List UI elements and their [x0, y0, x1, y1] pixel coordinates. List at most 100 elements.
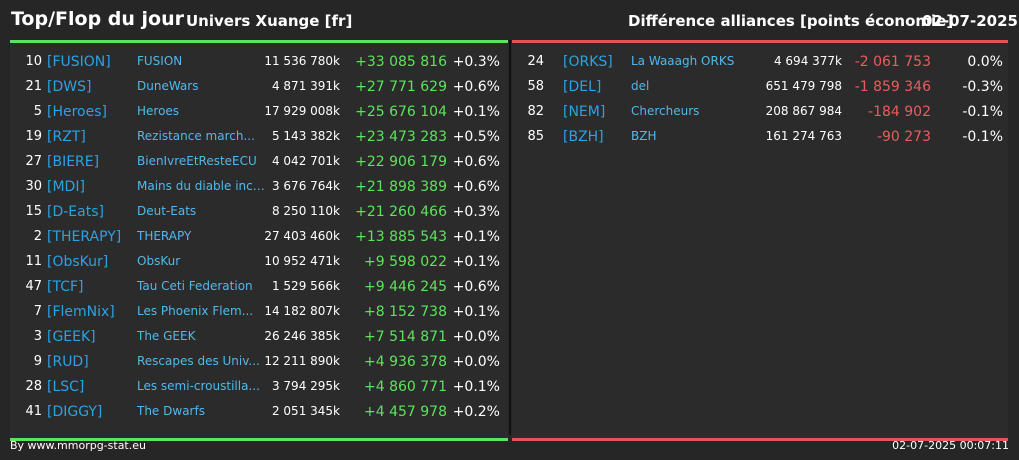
flop-row: 85 [BZH] BZH 161 274 763 -90 273 -0.1% — [512, 125, 1008, 150]
percent-change: +0.0% — [452, 329, 500, 345]
points-difference: +33 085 816 — [355, 54, 447, 70]
points-difference: +25 676 104 — [355, 104, 447, 120]
alliance-tag-link[interactable]: [ObsKur] — [47, 254, 109, 270]
points-difference: +4 457 978 — [364, 404, 447, 420]
points-difference: +21 260 466 — [355, 204, 447, 220]
points-difference: +4 860 771 — [364, 379, 447, 395]
alliance-points: 4 042 701k — [271, 154, 340, 168]
alliance-tag-link[interactable]: [D-Eats] — [47, 204, 104, 220]
top-row: 21 [DWS] DuneWars 4 871 391k +27 771 629 +0.6… — [10, 75, 508, 100]
alliance-tag-link[interactable]: [GEEK] — [47, 329, 96, 345]
alliance-tag-link[interactable]: [THERAPY] — [47, 229, 122, 245]
alliance-points: 4 871 391k — [271, 79, 340, 93]
alliance-rank: 19 — [25, 129, 42, 144]
percent-change: +0.1% — [452, 104, 500, 120]
universe-label: Univers Xuange [fr] — [186, 12, 353, 30]
alliance-tag-link[interactable]: [DWS] — [47, 79, 92, 95]
alliance-tag-link[interactable]: [DEL] — [563, 79, 602, 95]
alliance-rank: 9 — [33, 354, 42, 369]
top-row: 15 [D-Eats] Deut-Eats 8 250 110k +21 260 466… — [10, 200, 508, 225]
percent-change: +0.1% — [452, 229, 500, 245]
top-row: 3 [GEEK] The GEEK 26 246 385k +7 514 871 +0.0… — [10, 325, 508, 350]
percent-change: +0.6% — [452, 79, 500, 95]
alliance-points: 651 479 798 — [765, 79, 842, 93]
panel-divider — [509, 40, 511, 435]
alliance-rank: 7 — [33, 304, 42, 319]
alliance-rank: 24 — [527, 54, 544, 69]
alliance-points: 208 867 984 — [765, 104, 842, 118]
percent-change: 0.0% — [967, 54, 1003, 70]
points-difference: +8 152 738 — [364, 304, 447, 320]
top-row: 9 [RUD] Rescapes des Univ... 12 211 890k +4 … — [10, 350, 508, 375]
alliance-tag-link[interactable]: [DIGGY] — [47, 404, 103, 420]
percent-change: +0.6% — [452, 154, 500, 170]
alliance-tag-link[interactable]: [RUD] — [47, 354, 89, 370]
points-difference: +9 446 245 — [364, 279, 447, 295]
alliance-points: 5 143 382k — [271, 129, 340, 143]
alliance-tag-link[interactable]: [Heroes] — [47, 104, 107, 120]
alliance-rank: 5 — [33, 104, 42, 119]
alliance-tag-link[interactable]: [FUSION] — [47, 54, 111, 70]
alliance-tag-link[interactable]: [NEM] — [563, 104, 606, 120]
points-difference: -1 859 346 — [854, 79, 931, 95]
percent-change: +0.1% — [452, 254, 500, 270]
points-difference: +23 473 283 — [355, 129, 447, 145]
alliance-rank: 47 — [25, 279, 42, 294]
alliance-tag-link[interactable]: [TCF] — [47, 279, 84, 295]
percent-change: +0.6% — [452, 179, 500, 195]
alliance-points: 17 929 008k — [264, 104, 340, 118]
top-row: 30 [MDI] Mains du diable inco... 3 676 764k… — [10, 175, 508, 200]
alliance-rank: 82 — [527, 104, 544, 119]
top-row: 47 [TCF] Tau Ceti Federation 1 529 566k +9 4… — [10, 275, 508, 300]
top-row: 11 [ObsKur] ObsKur 10 952 471k +9 598 022 +0.… — [10, 250, 508, 275]
alliance-tag-link[interactable]: [ORKS] — [563, 54, 613, 70]
alliance-tag-link[interactable]: [MDI] — [47, 179, 85, 195]
alliance-rank: 85 — [527, 129, 544, 144]
points-difference: +7 514 871 — [364, 329, 447, 345]
source-credit: By www.mmorpg-stat.eu — [10, 439, 146, 452]
points-difference: +4 936 378 — [364, 354, 447, 370]
points-difference: +13 885 543 — [355, 229, 447, 245]
alliance-rank: 41 — [25, 404, 42, 419]
top-row: 28 [LSC] Les semi-croustilla... 3 794 295k +… — [10, 375, 508, 400]
top-row: 10 [FUSION] FUSION 11 536 780k +33 085 816 +0… — [10, 50, 508, 75]
alliance-points: 26 246 385k — [264, 329, 340, 343]
alliance-tag-link[interactable]: [BIERE] — [47, 154, 100, 170]
flop-row: 24 [ORKS] La Waaagh ORKS 4 694 377k -2 061 7… — [512, 50, 1008, 75]
alliance-rank: 21 — [25, 79, 42, 94]
points-difference: -90 273 — [876, 129, 931, 145]
alliance-tag-link[interactable]: [LSC] — [47, 379, 85, 395]
top-panel: 10 [FUSION] FUSION 11 536 780k +33 085 816 +0… — [10, 40, 508, 441]
points-difference: +22 906 179 — [355, 154, 447, 170]
alliance-tag-link[interactable]: [RZT] — [47, 129, 86, 145]
points-difference: +9 598 022 — [364, 254, 447, 270]
percent-change: +0.0% — [452, 354, 500, 370]
alliance-points: 2 051 345k — [271, 404, 340, 418]
percent-change: +0.1% — [452, 379, 500, 395]
percent-change: -0.1% — [962, 129, 1003, 145]
flop-row: 58 [DEL] del 651 479 798 -1 859 346 -0.3% — [512, 75, 1008, 100]
header: Top/Flop du jour Univers Xuange [fr] Dif… — [0, 0, 1019, 40]
alliance-points: 4 694 377k — [773, 54, 842, 68]
alliance-tag-link[interactable]: [FlemNix] — [47, 304, 115, 320]
alliance-rank: 3 — [33, 329, 42, 344]
alliance-points: 8 250 110k — [271, 204, 340, 218]
top-row: 2 [THERAPY] THERAPY 27 403 460k +13 885 543 +… — [10, 225, 508, 250]
alliance-points: 1 529 566k — [271, 279, 340, 293]
alliance-rank: 58 — [527, 79, 544, 94]
percent-change: +0.6% — [452, 279, 500, 295]
top-row: 27 [BIERE] BienIvreEtResteECU 4 042 701k +22… — [10, 150, 508, 175]
alliance-points: 11 536 780k — [264, 54, 340, 68]
percent-change: +0.3% — [452, 204, 500, 220]
alliance-points: 3 794 295k — [271, 379, 340, 393]
points-difference: -184 902 — [868, 104, 931, 120]
alliance-rank: 15 — [25, 204, 42, 219]
flop-panel: 24 [ORKS] La Waaagh ORKS 4 694 377k -2 061 7… — [512, 40, 1008, 441]
points-difference: +21 898 389 — [355, 179, 447, 195]
percent-change: +0.2% — [452, 404, 500, 420]
alliance-rank: 10 — [25, 54, 42, 69]
alliance-rank: 27 — [25, 154, 42, 169]
percent-change: +0.5% — [452, 129, 500, 145]
alliance-tag-link[interactable]: [BZH] — [563, 129, 604, 145]
